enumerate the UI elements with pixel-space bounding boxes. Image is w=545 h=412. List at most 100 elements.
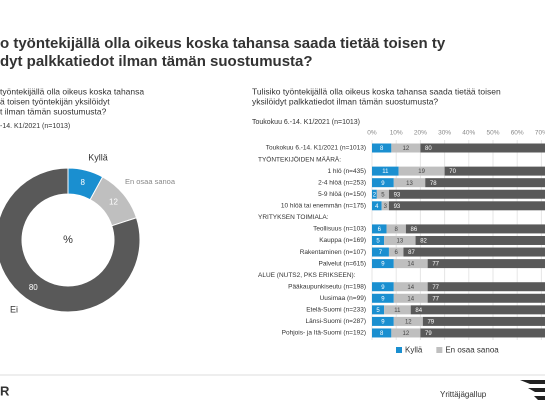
x-tick-label: 30% — [438, 130, 451, 137]
footer-text: Yrittäjägallup — [440, 390, 487, 399]
y-tick-label: Kauppa (n=169) — [319, 237, 366, 244]
y-tick-label: Etelä-Suomi (n=233) — [306, 307, 366, 314]
bar-segment — [427, 293, 545, 303]
bar-segment — [372, 166, 399, 176]
bar-segment — [393, 293, 428, 303]
data-label: 9 — [381, 262, 385, 268]
data-label: 9 — [381, 181, 385, 187]
data-label: 78 — [430, 181, 437, 187]
y-tick-label: Länsi-Suomi (n=287) — [305, 318, 366, 325]
y-tick-label: 2-4 hlöä (n=253) — [318, 179, 366, 186]
bar-segment — [372, 328, 392, 338]
bar-segment — [422, 316, 545, 326]
category-label: Kyllä — [88, 152, 108, 162]
bar-segment — [403, 247, 545, 257]
data-label: 80 — [425, 146, 432, 152]
y-tick-label: Rakentaminen (n=107) — [300, 249, 366, 256]
bar-segment — [391, 328, 421, 338]
legend-swatch — [436, 347, 443, 353]
data-label: 9 — [381, 285, 385, 291]
data-label: 11 — [382, 169, 389, 175]
data-label: 79 — [427, 319, 434, 325]
bar-segment — [420, 328, 545, 338]
chart-title: työntekijällä olla oikeus koska tahansa — [0, 86, 144, 96]
bar-segment — [376, 189, 389, 199]
data-label: 14 — [407, 296, 414, 302]
y-tick-label: Uusimaa (n=99) — [320, 295, 366, 302]
group-header: YRITYKSEN TOIMIALA: — [258, 214, 329, 221]
group-header: TYÖNTEKIJÖIDEN MÄÄRÄ: — [258, 155, 341, 163]
chart-subtitle: Toukokuu 6.-14. K1/2021 (n=1013) — [252, 119, 360, 126]
x-tick-label: 10% — [390, 130, 403, 137]
bar-segment — [388, 189, 545, 199]
bar-segment — [398, 166, 445, 176]
bar-segment — [372, 224, 387, 234]
data-label: 5 — [376, 239, 380, 245]
bar-segment — [388, 201, 545, 211]
data-label: 93 — [394, 192, 401, 198]
bar-segment — [384, 305, 411, 315]
y-tick-label: Toukokuu 6.-14. K1/2021 (n=1013) — [266, 145, 366, 152]
bar-segment — [386, 224, 406, 234]
y-tick-label: Palvelut (n=615) — [318, 260, 366, 267]
bar-segment — [427, 259, 545, 269]
data-label: 2 — [373, 192, 377, 198]
data-label: 6 — [378, 227, 382, 233]
data-label: 3 — [384, 204, 388, 210]
slide-title: dyt palkkatiedot ilman tämän suostumusta… — [0, 53, 313, 70]
footer-logo: R — [0, 383, 10, 398]
x-tick-label: 70% — [535, 130, 545, 137]
chart-title: t ilman tämän suostumusta? — [0, 106, 107, 116]
y-tick-label: 10 hlöä tai enemmän (n=175) — [281, 203, 366, 210]
data-label: 5 — [381, 192, 385, 198]
legend-label: Kyllä — [405, 346, 423, 355]
bar-segment — [372, 235, 385, 245]
data-label: 93 — [394, 204, 401, 210]
chart-title: ä toisen työntekijän yksilöidyt — [0, 96, 110, 106]
data-label: 4 — [375, 204, 379, 210]
data-label: 14 — [407, 285, 414, 291]
data-label: 13 — [396, 239, 403, 245]
data-label: 12 — [403, 146, 410, 152]
x-tick-label: 0% — [367, 130, 377, 137]
bar-segment — [372, 293, 394, 303]
bar-segment — [393, 282, 428, 292]
group-header: ALUE (NUTS2, PKS ERIKSEEN): — [258, 272, 356, 279]
bar-segment — [410, 305, 545, 315]
bar-segment — [372, 282, 394, 292]
y-tick-label: 5-9 hlöä (n=150) — [318, 191, 366, 198]
data-label: 9 — [381, 319, 385, 325]
bar-segment — [372, 143, 392, 153]
bar-segment — [393, 178, 426, 188]
data-label: 11 — [394, 308, 401, 314]
chart-title: yksilöidyt palkkatiedot ilman tämän suos… — [252, 96, 438, 106]
data-label: 84 — [415, 308, 422, 314]
data-label: 77 — [432, 285, 439, 291]
y-tick-label: Pääkaupunkiseutu (n=198) — [288, 283, 366, 290]
legend-swatch — [396, 347, 402, 353]
bar-segment — [384, 235, 416, 245]
bar-segment — [420, 143, 545, 153]
bar-segment — [444, 166, 545, 176]
legend-label: En osaa sanoa — [445, 346, 499, 355]
data-label: 8 — [80, 178, 85, 187]
data-label: 70 — [449, 169, 456, 175]
bar-segment — [372, 259, 394, 269]
y-tick-label: 1 hlö (n=435) — [328, 168, 367, 175]
data-label: 12 — [403, 331, 410, 337]
bar-segment — [372, 305, 385, 315]
category-label: Ei — [10, 304, 18, 314]
bar-segment — [425, 178, 545, 188]
bar-segment — [388, 247, 404, 257]
bar-segment — [427, 282, 545, 292]
bar-segment — [372, 189, 377, 199]
x-tick-label: 40% — [462, 130, 475, 137]
data-label: 13 — [406, 181, 413, 187]
bar-segment — [391, 143, 421, 153]
x-tick-label: 60% — [511, 130, 524, 137]
x-tick-label: 20% — [414, 130, 427, 137]
data-label: 82 — [420, 239, 427, 245]
data-label: 14 — [407, 262, 414, 268]
data-label: 8 — [395, 227, 399, 233]
data-label: 5 — [376, 308, 380, 314]
